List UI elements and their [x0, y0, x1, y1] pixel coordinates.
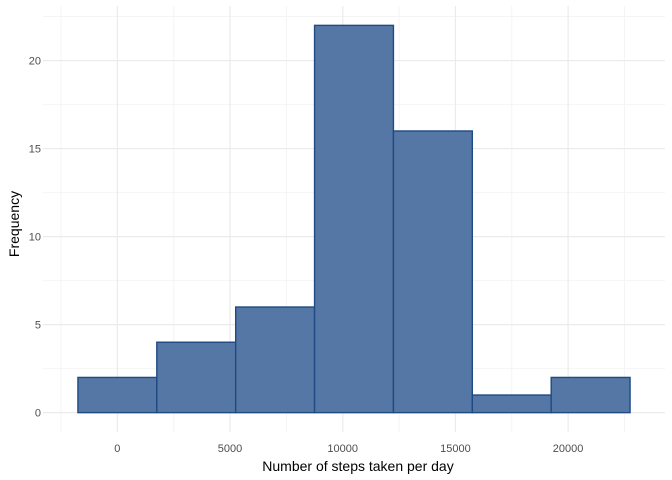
histogram-bar: [392, 130, 474, 414]
y-axis-tick-labels: 0 5 10 15 20: [29, 56, 41, 420]
x-tick-label: 0: [114, 443, 120, 455]
x-tick-label: 5000: [218, 443, 242, 455]
histogram-bar: [471, 394, 552, 414]
histogram-bar: [156, 341, 237, 414]
x-axis-tick-labels: 0 5000 10000 15000 20000: [114, 443, 583, 455]
y-tick-label: 15: [29, 144, 41, 156]
histogram-bar: [550, 376, 631, 414]
x-axis-title: Number of steps taken per day: [262, 458, 453, 474]
y-tick-label: 10: [29, 232, 41, 244]
x-tick-label: 10000: [327, 443, 358, 455]
histogram-bar: [313, 24, 395, 414]
x-tick-label: 15000: [440, 443, 471, 455]
histogram-bar: [234, 306, 316, 414]
y-tick-label: 0: [35, 408, 41, 420]
y-tick-label: 5: [35, 320, 41, 332]
y-axis-title: Frequency: [6, 191, 22, 257]
histogram-bars: [77, 24, 631, 414]
histogram-bar: [77, 376, 158, 414]
x-tick-label: 20000: [553, 443, 584, 455]
y-tick-label: 20: [29, 56, 41, 68]
